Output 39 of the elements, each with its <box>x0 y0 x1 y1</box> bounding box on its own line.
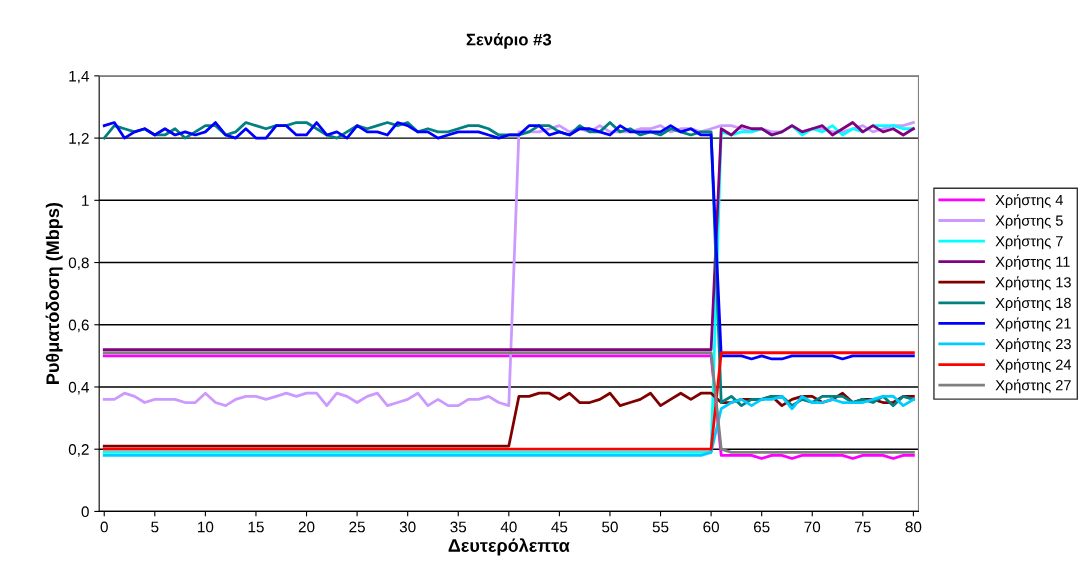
chart-title: Σενάριο #3 <box>466 33 552 49</box>
y-axis-title: Ρυθματόδοση (Mbps) <box>45 202 63 384</box>
x-tick-label: 60 <box>703 521 720 533</box>
y-tick-label: 0 <box>81 506 89 518</box>
legend-label: Χρήστης 13 <box>995 276 1071 291</box>
x-tick-label: 70 <box>804 521 821 533</box>
legend-label: Χρήστης 5 <box>995 214 1063 229</box>
legend-label: Χρήστης 18 <box>995 296 1071 311</box>
x-tick-label: 40 <box>500 521 517 533</box>
y-tick-label: 0,4 <box>68 381 90 395</box>
y-tick-label: 0,2 <box>68 444 89 457</box>
x-tick-label: 10 <box>198 521 214 533</box>
x-tick-label: 35 <box>450 521 467 533</box>
x-tick-label: 80 <box>905 521 922 533</box>
legend-label: Χρήστης 11 <box>995 255 1070 270</box>
y-tick-label: 1,4 <box>69 70 90 84</box>
x-tick-label: 45 <box>551 521 568 533</box>
x-tick-label: 75 <box>855 521 871 533</box>
x-axis-title: Δευτερόλεπτα <box>448 538 570 556</box>
x-tick-label: 5 <box>151 521 159 533</box>
y-tick-label: 1,2 <box>69 132 89 146</box>
x-tick-label: 50 <box>602 521 618 533</box>
x-tick-label: 15 <box>248 521 264 533</box>
legend-label: Χρήστης 21 <box>995 317 1071 332</box>
legend-label: Χρήστης 23 <box>995 338 1071 353</box>
x-tick-label: 30 <box>399 521 416 533</box>
legend-label: Χρήστης 7 <box>995 235 1063 250</box>
x-tick-label: 65 <box>753 521 770 533</box>
y-tick-label: 0,6 <box>68 319 89 333</box>
x-tick-label: 55 <box>652 521 669 533</box>
y-tick-label: 0,8 <box>68 257 89 271</box>
x-tick-label: 20 <box>298 521 315 533</box>
line-series <box>102 394 915 457</box>
x-tick-label: 25 <box>349 521 365 533</box>
legend-label: Χρήστης 4 <box>995 194 1063 209</box>
legend-label: Χρήστης 24 <box>995 358 1072 373</box>
y-tick-label: 1 <box>82 195 89 206</box>
x-tick-label: 0 <box>100 521 108 533</box>
legend-label: Χρήστης 27 <box>995 379 1071 394</box>
